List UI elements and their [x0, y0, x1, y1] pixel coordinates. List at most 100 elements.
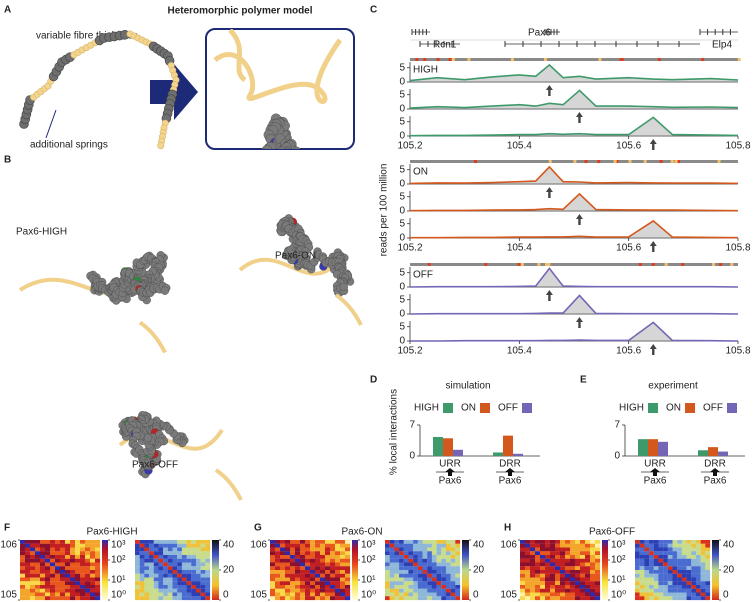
x-tick-label: URR [644, 459, 666, 470]
strip-mark [467, 58, 471, 61]
map-cell [200, 585, 206, 589]
map-cell [585, 577, 591, 582]
map-cell [90, 566, 96, 571]
map-cell [575, 566, 581, 571]
map-cell [55, 573, 61, 578]
map-cell [270, 588, 276, 593]
map-cell [658, 562, 664, 567]
map-cell [441, 577, 447, 582]
map-cell [139, 543, 145, 548]
colorbar-label: 0 [723, 590, 729, 601]
map-cell [385, 551, 390, 556]
map-cell [422, 558, 428, 563]
map-cell [158, 596, 164, 601]
x-tick-label: 105.6 [616, 243, 641, 254]
map-cell [335, 581, 341, 586]
map-cell [135, 551, 140, 556]
map-cell [330, 581, 336, 586]
map-cell [167, 562, 173, 567]
map-cell [530, 558, 536, 563]
map-cell [139, 558, 145, 563]
fibre [213, 38, 343, 104]
map-cell [436, 558, 442, 563]
track-area [410, 64, 738, 82]
map-cell [677, 547, 682, 552]
map-cell [340, 566, 346, 571]
map-cell [305, 547, 311, 552]
map-cell [653, 577, 659, 582]
map-cell [90, 581, 96, 586]
colorbar-label: 10³ [361, 540, 376, 551]
map-cell [445, 596, 451, 601]
peak-arrow [575, 317, 583, 328]
strip-mark [598, 58, 602, 61]
map-cell [270, 592, 276, 597]
map-cell [686, 592, 692, 597]
map-cell [455, 592, 461, 597]
panel-label: D [370, 375, 377, 386]
map-cell [686, 551, 692, 556]
y-tick-label: 5 [399, 164, 405, 175]
map-cell [290, 562, 296, 567]
legend-swatch [480, 403, 490, 413]
map-cell [450, 592, 456, 597]
locus-arrow [650, 468, 660, 476]
map-cell [520, 551, 526, 556]
map-cell [35, 562, 41, 567]
map-cell [408, 551, 414, 556]
map-cell [639, 540, 645, 544]
map-cell [700, 577, 706, 582]
map-cell [167, 592, 173, 597]
map-cell [540, 543, 546, 548]
legend-swatch [685, 403, 695, 413]
map-cell [535, 551, 541, 556]
map-cell [590, 581, 596, 586]
map-cell [300, 573, 306, 578]
map-cell [441, 558, 447, 563]
strip-mark [517, 263, 521, 266]
map-cell [20, 581, 26, 586]
map-cell [95, 543, 101, 548]
map-cell [455, 577, 461, 582]
bead [285, 163, 295, 173]
map-cell [649, 555, 654, 559]
map-cell [520, 585, 526, 589]
map-cell [545, 551, 551, 556]
map-cell [50, 562, 56, 567]
map-cell [149, 547, 154, 552]
bead [292, 157, 302, 167]
map-cell [80, 551, 86, 556]
map-cell [55, 577, 61, 582]
map-cell [455, 585, 461, 589]
map-cell [30, 588, 36, 593]
map-cell [427, 551, 432, 556]
map-cell [705, 566, 711, 571]
map-cell [80, 581, 86, 586]
map-cell [525, 566, 531, 571]
track-line [409, 89, 739, 109]
map-cell [431, 562, 437, 567]
bead [260, 156, 270, 166]
map-cell [705, 577, 711, 582]
legend-label: HIGH [414, 403, 439, 414]
map-cell [85, 562, 91, 567]
map-cell [186, 540, 192, 544]
map-cell [95, 573, 101, 578]
map-cell [550, 543, 556, 548]
map-cell [580, 543, 586, 548]
map-cell [35, 581, 41, 586]
map-cell [275, 555, 281, 559]
map-cell [310, 558, 316, 563]
y-tick-label: 7 [614, 420, 620, 431]
map-cell [530, 540, 536, 544]
map-cell [45, 573, 51, 578]
map-cell [431, 540, 437, 544]
map-cell [340, 558, 346, 563]
map-cell [686, 558, 692, 563]
map-cell [403, 573, 409, 578]
map-cell [677, 551, 682, 556]
bead [257, 148, 268, 149]
map-cell [45, 540, 51, 544]
map-cell [300, 596, 306, 601]
map-cell [394, 562, 400, 567]
